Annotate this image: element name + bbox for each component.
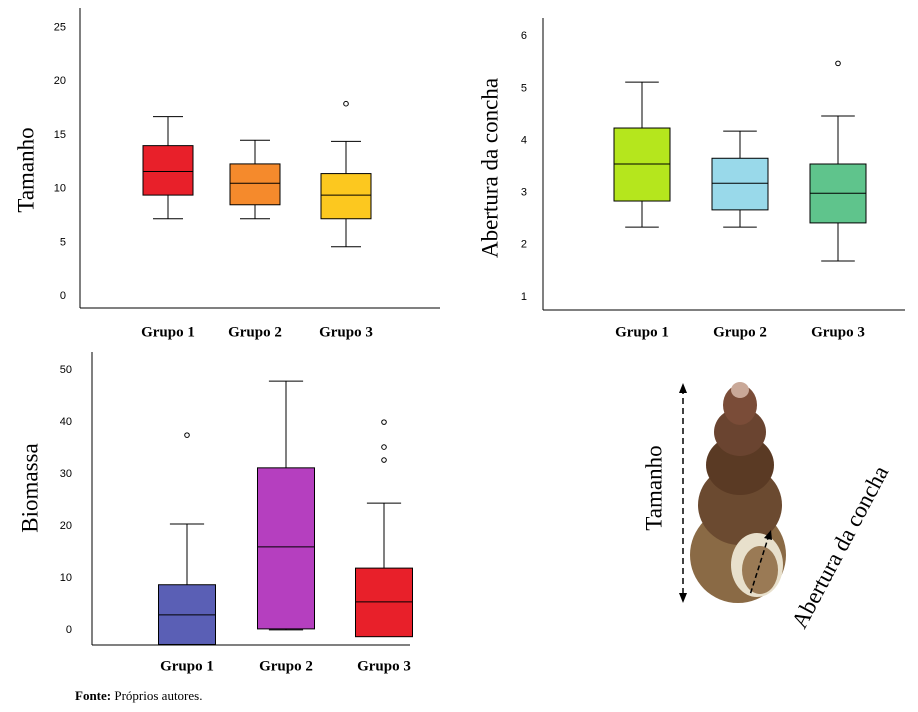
y-tick-label: 1 bbox=[521, 291, 527, 303]
outlier bbox=[381, 457, 387, 463]
box bbox=[355, 567, 413, 638]
y-tick-label: 0 bbox=[60, 290, 66, 302]
source-text: Próprios autores. bbox=[114, 688, 202, 703]
x-tick-label: Grupo 1 bbox=[160, 658, 214, 674]
x-tick-label: Grupo 3 bbox=[319, 324, 373, 340]
snail-image: Tamanho Abertura da concha bbox=[641, 382, 893, 632]
y-tick-label: 50 bbox=[60, 364, 72, 376]
y-tick-label: 4 bbox=[521, 134, 527, 146]
y-tick-label: 20 bbox=[60, 520, 72, 532]
x-tick-label: Grupo 2 bbox=[228, 324, 282, 340]
x-tick-label: Grupo 1 bbox=[615, 324, 669, 340]
y-tick-label: 6 bbox=[521, 30, 527, 42]
y-tick-label: 15 bbox=[54, 129, 66, 141]
box bbox=[142, 145, 194, 196]
y-tick-label: 3 bbox=[521, 187, 527, 199]
y-tick-label: 2 bbox=[521, 239, 527, 251]
y-tick-label: 10 bbox=[60, 572, 72, 584]
box bbox=[613, 127, 671, 202]
y-tick-label: 20 bbox=[54, 75, 66, 87]
y-tick-label: 30 bbox=[60, 468, 72, 480]
source: Fonte: Próprios autores. bbox=[75, 688, 202, 703]
image-label: Tamanho bbox=[641, 445, 666, 530]
y-tick-label: 0 bbox=[66, 624, 72, 636]
y-tick-label: 5 bbox=[521, 82, 527, 94]
x-tick-label: Grupo 2 bbox=[259, 658, 313, 674]
y-axis-label: Abertura da concha bbox=[477, 78, 502, 258]
outlier bbox=[343, 100, 349, 107]
outlier bbox=[381, 444, 387, 450]
box bbox=[257, 467, 315, 630]
y-tick-label: 25 bbox=[54, 21, 66, 33]
y-tick-label: 5 bbox=[60, 236, 66, 248]
y-tick-label: 40 bbox=[60, 416, 72, 428]
box bbox=[229, 163, 281, 206]
x-tick-label: Grupo 3 bbox=[811, 324, 865, 340]
y-axis-label: Tamanho bbox=[13, 127, 38, 212]
y-axis-label: Biomassa bbox=[17, 443, 42, 532]
outlier bbox=[184, 432, 190, 438]
box bbox=[711, 157, 769, 211]
x-tick-label: Grupo 1 bbox=[141, 324, 195, 340]
source-label: Fonte: bbox=[75, 688, 111, 703]
outlier bbox=[381, 419, 387, 425]
x-tick-label: Grupo 3 bbox=[357, 658, 411, 674]
outlier bbox=[835, 60, 841, 67]
image-label: Abertura da concha bbox=[787, 462, 894, 633]
box bbox=[320, 173, 372, 220]
y-tick-label: 10 bbox=[54, 183, 66, 195]
x-tick-label: Grupo 2 bbox=[713, 324, 767, 340]
